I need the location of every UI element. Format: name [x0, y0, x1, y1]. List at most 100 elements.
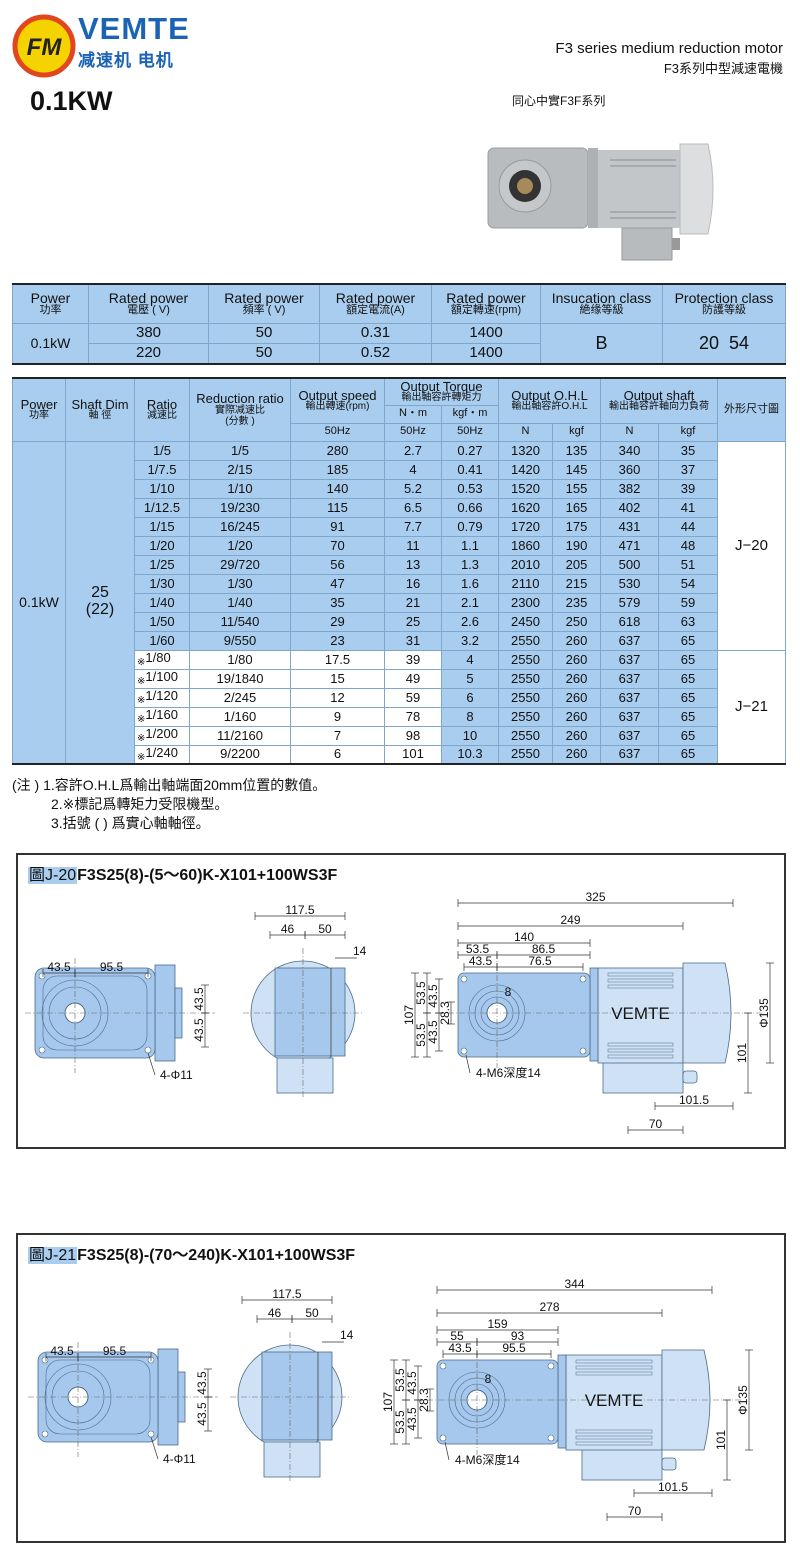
cooling-fin [575, 1365, 653, 1370]
terminal-box [581, 1446, 663, 1481]
cell-ratio: 1/5 [134, 440, 190, 461]
note-3: 3.括號 ( ) 爲實心軸軸徑。 [51, 815, 210, 831]
dimension-label: 101 [714, 1430, 728, 1450]
cell-kgfm: 4 [441, 649, 499, 670]
dimension-label: 43.5 [469, 954, 493, 968]
dimension-label: 95.5 [502, 1341, 526, 1355]
table-row: 1/25 29/720 56 13 1.3 2010 205 500 51 [13, 554, 786, 575]
cell-ohl-kgf: 205 [552, 554, 601, 575]
cell-ratio: 1/12.5 [134, 497, 190, 518]
cell-ax-n: 637 [600, 744, 659, 765]
table-row: 1/30 1/30 47 16 1.6 2110 215 530 54 [13, 573, 786, 594]
cell-kgfm: 2.1 [441, 592, 499, 613]
cell-ax-n: 579 [600, 592, 659, 613]
dimension-label: 28.3 [438, 1001, 452, 1025]
cell-ratio: 1/25 [134, 554, 190, 575]
drawing-ref[interactable]: J−20 [717, 440, 786, 651]
cooling-fin [607, 984, 674, 989]
spec-cell: 50 [208, 322, 320, 344]
terminal-box-side [263, 1441, 321, 1478]
spec-header-row: Power 功率 Rated power 電壓 ( V) Rated power 頻率 (… [12, 283, 786, 324]
cell-ohl-n: 2550 [498, 706, 553, 727]
dimension-label: 50 [305, 1306, 319, 1320]
cell-ax-kgf: 65 [658, 687, 718, 708]
table-row: ※1/160 1/160 9 78 8 2550 260 637 65 [13, 706, 786, 727]
cell-nm: 4 [384, 459, 442, 480]
header-ohl-n: N [498, 422, 553, 442]
brand-subtitle: 减速机 电机 [78, 51, 174, 70]
cell-speed: 280 [290, 440, 385, 461]
cell-ohl-kgf: 260 [552, 725, 601, 746]
key-width-label: 8 [485, 1372, 492, 1386]
dimension-label: 95.5 [100, 960, 124, 974]
cell-speed: 7 [290, 725, 385, 746]
dimension-label: 43.5 [50, 1344, 74, 1358]
table-row: 1/10 1/10 140 5.2 0.53 1520 155 382 39 [13, 478, 786, 499]
spec-header-cell: Rated power 電壓 ( V) [88, 283, 209, 324]
cell-ohl-kgf: 215 [552, 573, 601, 594]
perf-header-row: 50Hz 50Hz 50Hz N kgf N kgf [13, 422, 786, 442]
cell-nm: 5.2 [384, 478, 442, 499]
dimension-label: 43.5 [47, 960, 71, 974]
spec-cell: 0.31 [319, 322, 432, 344]
dimension-label: 43.5 [448, 1341, 472, 1355]
dimension-label: 76.5 [528, 954, 552, 968]
cell-kgfm: 1.6 [441, 573, 499, 594]
cell-ohl-kgf: 165 [552, 497, 601, 518]
header-axial-kgf: kgf [658, 422, 718, 442]
drawing-title: 圖J-20F3S25(8)-(5～60)K-X101+100WS3F [28, 861, 337, 885]
header-torque-nm: N・m [384, 404, 442, 424]
cell-speed: 23 [290, 630, 385, 651]
tapped-hole [439, 1362, 447, 1370]
rated-spec-table: Power 功率 Rated power 電壓 ( V) Rated power 頻率 (… [12, 283, 786, 365]
cell-ax-n: 402 [600, 497, 659, 518]
drawing-ref[interactable]: J−21 [717, 649, 786, 765]
cell-reduction: 1/80 [189, 649, 291, 670]
cell-reduction: 2/245 [189, 687, 291, 708]
cell-kgfm: 3.2 [441, 630, 499, 651]
motor-body [565, 1354, 663, 1451]
cell-ax-kgf: 35 [658, 440, 718, 461]
cell-ax-n: 382 [600, 478, 659, 499]
dimension-label: 159 [487, 1317, 507, 1331]
gearbox-side-view [261, 1351, 333, 1441]
cell-ratio: 1/60 [134, 630, 190, 651]
cell-reduction: 1/10 [189, 478, 291, 499]
title-chinese: F3系列中型減速電機 [663, 61, 783, 76]
cell-ax-kgf: 37 [658, 459, 718, 480]
cell-ohl-kgf: 260 [552, 630, 601, 651]
cable-gland [682, 1070, 698, 1084]
spec-cell: 1400 [431, 342, 541, 365]
dimension-label: 43.5 [426, 984, 440, 1008]
header-output-shaft: Output shaft 輸出軸容許軸向力負荷 [600, 377, 718, 424]
cell-speed: 12 [290, 687, 385, 708]
cell-kgfm: 2.6 [441, 611, 499, 632]
dimension-label: 101.5 [658, 1480, 688, 1494]
cell-nm: 59 [384, 687, 442, 708]
cell-speed: 9 [290, 706, 385, 727]
cell-ratio: 1/20 [134, 535, 190, 556]
gearbox-right-view [436, 1359, 559, 1445]
tapped-hole [460, 975, 468, 983]
power-title: 0.1KW [30, 86, 113, 116]
dimension-label: Φ135 [736, 1385, 750, 1415]
cell-ax-kgf: 65 [658, 706, 718, 727]
cell-ohl-n: 2550 [498, 687, 553, 708]
cell-ohl-kgf: 260 [552, 649, 601, 670]
motor-flange [589, 967, 599, 1062]
tapped-hole [579, 975, 587, 983]
cell-ax-n: 637 [600, 668, 659, 689]
cell-ohl-kgf: 235 [552, 592, 601, 613]
cell-speed: 56 [290, 554, 385, 575]
cell-ratio: ※1/160 [134, 706, 190, 727]
perf-header-row: Power 功率 Shaft Dim 軸 徑 Ratio 減速比 Reduction … [12, 377, 786, 442]
header-power: Power 功率 [12, 377, 66, 442]
dimension-label: 46 [281, 922, 295, 936]
cell-nm: 16 [384, 573, 442, 594]
cell-kgfm: 0.66 [441, 497, 499, 518]
dimension-label: 107 [381, 1392, 395, 1412]
cooling-fin [607, 978, 674, 983]
cell-ax-kgf: 54 [658, 573, 718, 594]
mounting-hole [41, 1430, 49, 1438]
motor-body [597, 967, 684, 1064]
